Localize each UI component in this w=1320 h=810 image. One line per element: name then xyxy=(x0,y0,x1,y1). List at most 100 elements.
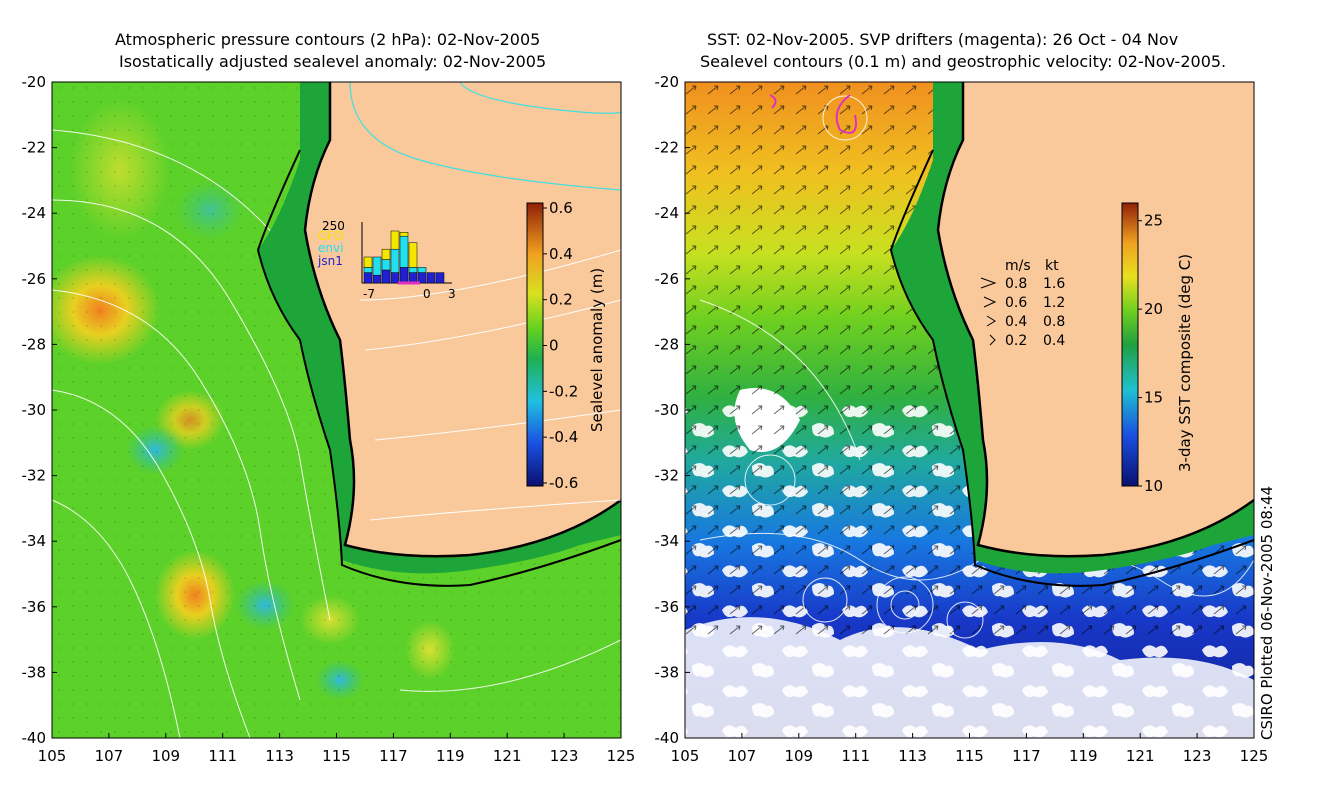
sst-colorbar-ticks: 25 20 15 10 xyxy=(1138,212,1163,495)
velocity-arrow xyxy=(983,296,997,308)
left-lon-label: 115 xyxy=(322,747,351,765)
inset-bar-gfo xyxy=(408,242,418,268)
inset-bar-jsn1 xyxy=(381,269,391,284)
left-lat-label: -20 xyxy=(22,73,47,91)
left-lon-label: 105 xyxy=(38,747,67,765)
inset-legend-gfo: GFO xyxy=(318,229,344,243)
velocity-legend-header-kt: kt xyxy=(1045,258,1059,274)
right-lon-label: 115 xyxy=(955,747,984,765)
colorbar-tick-label: 0.4 xyxy=(549,245,573,263)
inset-bar-jsn1 xyxy=(408,272,418,284)
inset-bar-jsn1 xyxy=(363,272,373,284)
right-lon-label: 109 xyxy=(784,747,813,765)
svp-drifter-track-2 xyxy=(769,94,777,109)
inset-bar-jsn1 xyxy=(390,272,400,284)
inset-bar-envi xyxy=(390,248,400,273)
right-colorbar: 25 20 15 10 3-day SST composite (deg C) xyxy=(1121,202,1194,495)
left-lat-label: -38 xyxy=(22,663,47,681)
velocity-kt: 0.4 xyxy=(1043,333,1065,349)
velocity-legend: m/s kt 0.8 1.6 0.6 1.2 0.4 0.8 0.2 0.4 xyxy=(980,258,1065,349)
coastline xyxy=(303,82,621,558)
inset-bars xyxy=(363,230,445,284)
land-pressure-contours xyxy=(349,82,621,191)
inset-ymax-label: 250 xyxy=(322,219,345,233)
svp-drifter-track xyxy=(835,94,857,134)
left-lon-label: 123 xyxy=(550,747,579,765)
velocity-legend-rows: 0.8 1.6 0.6 1.2 0.4 0.8 0.2 0.4 xyxy=(980,276,1065,349)
left-lon-label: 119 xyxy=(436,747,465,765)
right-lat-label: -26 xyxy=(655,270,680,288)
right-lat-label: -22 xyxy=(655,139,680,157)
left-title-line2: Isostatically adjusted sealevel anomaly:… xyxy=(119,52,547,71)
right-lat-label: -30 xyxy=(655,401,680,419)
velocity-arrow xyxy=(989,334,996,346)
right-lon-label: 113 xyxy=(898,747,927,765)
right-lon-label: 107 xyxy=(728,747,757,765)
velocity-kt: 0.8 xyxy=(1043,314,1065,330)
inset-bar-jsn1 xyxy=(417,272,427,284)
right-title-line2: Sealevel contours (0.1 m) and geostrophi… xyxy=(700,52,1227,71)
right-lon-label: 111 xyxy=(841,747,870,765)
left-lon-label: 117 xyxy=(379,747,408,765)
right-lon-label: 105 xyxy=(671,747,700,765)
altimeter-inset: 250 GFO envi jsn1 -7 0 3 xyxy=(317,219,456,301)
inset-legend-jsn1: jsn1 xyxy=(317,254,343,268)
colorbar-tick-label: 0.6 xyxy=(549,199,573,217)
inset-bar-gfo xyxy=(363,256,373,268)
left-title-line1: Atmospheric pressure contours (2 hPa): 0… xyxy=(115,30,541,49)
inset-bar-gfo xyxy=(381,248,391,260)
velocity-arrow xyxy=(980,277,997,289)
velocity-kt: 1.6 xyxy=(1043,276,1065,292)
inset-bar-jsn1 xyxy=(426,272,436,284)
inset-bar-jsn1 xyxy=(399,267,409,284)
inset-bar-gfo xyxy=(399,232,409,237)
colorbar-tick-label: -0.2 xyxy=(549,382,578,400)
velocity-kt: 1.2 xyxy=(1043,295,1065,311)
inset-bar-jsn1 xyxy=(435,272,445,284)
right-lon-label: 121 xyxy=(1126,747,1155,765)
left-lon-label: 111 xyxy=(208,747,237,765)
cloud-mask-south xyxy=(685,617,1254,738)
colorbar-tick-label: -0.4 xyxy=(549,428,578,446)
velocity-legend-header-ms: m/s xyxy=(1005,258,1031,274)
colorbar-tick-label: -0.6 xyxy=(549,474,578,492)
left-lat-label: -32 xyxy=(22,467,47,485)
right-lat-label: -24 xyxy=(655,204,680,222)
plot-credit: CSIRO Plotted 06-Nov-2005 08:44 xyxy=(1258,485,1276,740)
right-lat-label: -20 xyxy=(655,73,680,91)
right-lon-label: 123 xyxy=(1183,747,1212,765)
left-lat-label: -26 xyxy=(22,270,47,288)
left-lon-label: 107 xyxy=(95,747,124,765)
inset-bar-envi xyxy=(372,256,382,276)
shelf-edge-200m xyxy=(256,149,621,587)
inset-xtick-1: -7 xyxy=(363,287,375,301)
inset-bar-envi xyxy=(408,267,418,273)
velocity-ms: 0.8 xyxy=(1005,276,1027,292)
inset-bar-envi xyxy=(399,235,409,268)
velocity-ms: 0.6 xyxy=(1005,295,1027,311)
left-lon-label: 109 xyxy=(151,747,180,765)
right-lat-label: -34 xyxy=(655,532,680,550)
right-map xyxy=(685,82,1254,738)
colorbar-tick-label: 25 xyxy=(1144,212,1163,230)
right-shelf-edge xyxy=(889,149,1254,587)
right-coastline xyxy=(936,82,1254,558)
left-lat-label: -24 xyxy=(22,204,47,222)
sla-colorbar-gradient xyxy=(526,202,544,487)
right-lon-label: 117 xyxy=(1012,747,1041,765)
inset-legend-envi: envi xyxy=(318,241,343,255)
colorbar-tick-label: 15 xyxy=(1144,389,1163,407)
velocity-ms: 0.2 xyxy=(1005,333,1027,349)
left-lon-label: 121 xyxy=(493,747,522,765)
inset-xtick-2: 0 xyxy=(423,287,431,301)
right-land-australia xyxy=(938,82,1254,557)
left-lon-label: 125 xyxy=(607,747,636,765)
left-lat-label: -40 xyxy=(22,729,47,747)
left-lat-label: -34 xyxy=(22,532,47,550)
left-lat-label: -22 xyxy=(22,139,47,157)
right-lat-label: -38 xyxy=(655,663,680,681)
colorbar-tick-label: 10 xyxy=(1144,477,1163,495)
right-lat-label: -32 xyxy=(655,467,680,485)
